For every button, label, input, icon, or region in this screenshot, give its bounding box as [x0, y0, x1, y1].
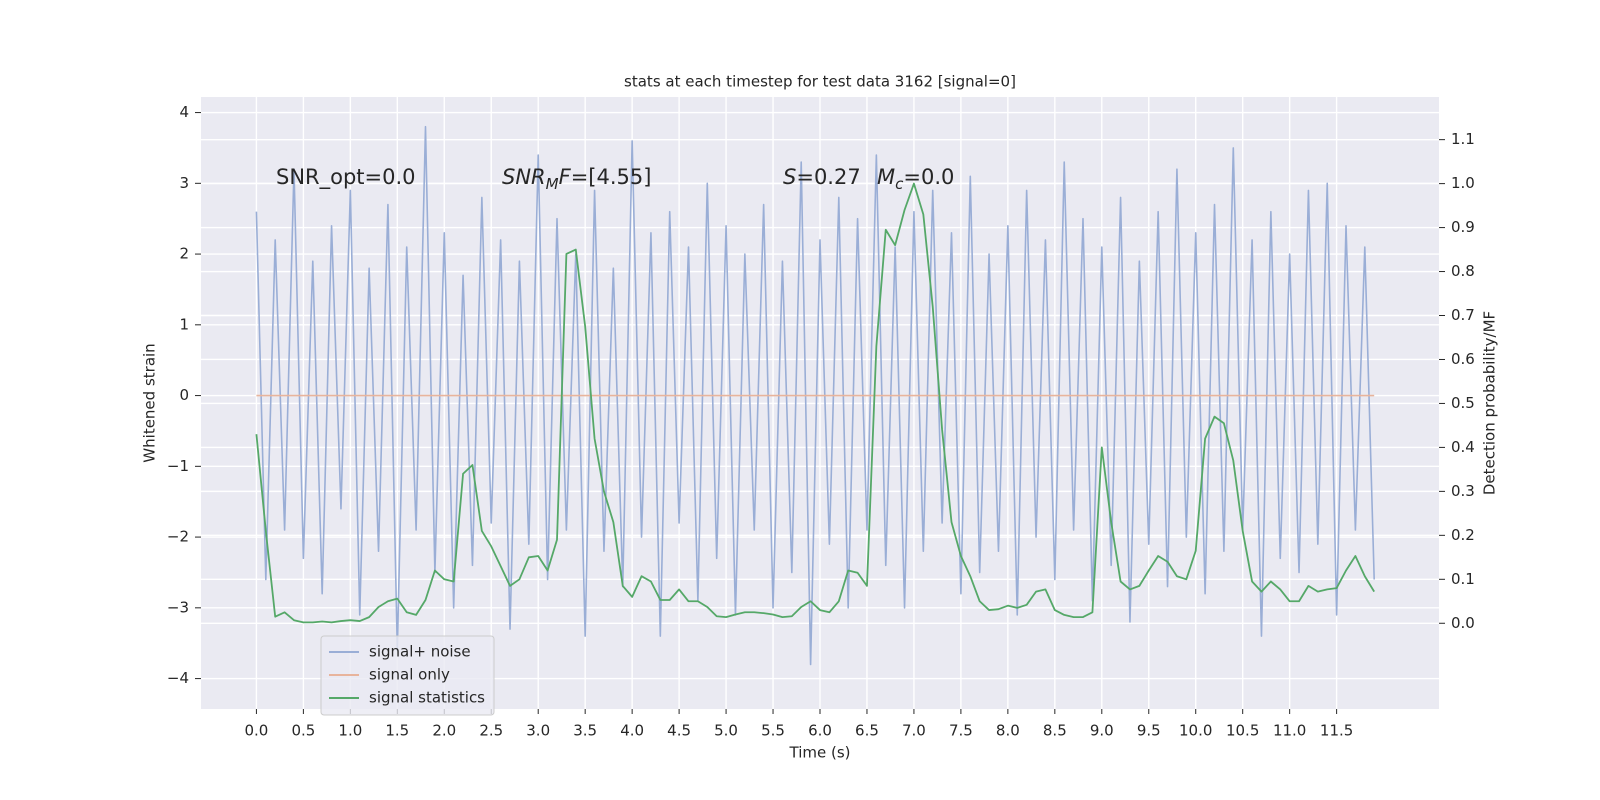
x-tick-label: 1.5: [385, 722, 409, 740]
x-tick-label: 11.0: [1273, 722, 1306, 740]
x-tick-label: 9.5: [1137, 722, 1161, 740]
x-axis-label: Time (s): [789, 744, 851, 762]
x-tick-label: 0.0: [244, 722, 268, 740]
annotation: SNRMF=[4.55]: [502, 165, 651, 193]
x-tick-label: 7.0: [902, 722, 926, 740]
legend-box: [320, 635, 495, 716]
y2-tick-label: 0.9: [1451, 218, 1475, 236]
data-line: [255, 182, 1375, 624]
annotation-part: c: [895, 175, 904, 193]
y-tick-label: −4: [167, 669, 189, 687]
annotation-part: M: [546, 175, 559, 193]
x-tick-label: 4.0: [620, 722, 644, 740]
y2-tick-label: 0.0: [1451, 614, 1475, 632]
x-tick-label: 2.0: [432, 722, 456, 740]
x-tick-label: 7.5: [949, 722, 973, 740]
x-tick-label: 8.0: [996, 722, 1020, 740]
y2-tick-label: 0.1: [1451, 570, 1475, 588]
y-axis-label: Whitened strain: [141, 343, 159, 462]
y-tick-label: 3: [179, 174, 189, 192]
x-tick-label: 3.5: [573, 722, 597, 740]
annotation-part: =0.27: [796, 165, 860, 189]
y2-tick-label: 0.3: [1451, 482, 1475, 500]
data-line: [255, 125, 1375, 666]
y2-axis-label: Detection probability/MF: [1481, 311, 1499, 495]
annotation-part: M: [877, 165, 895, 189]
x-tick-label: 5.5: [761, 722, 785, 740]
x-tick-label: 8.5: [1043, 722, 1067, 740]
y-tick-label: 2: [179, 245, 189, 263]
annotation: SNR_opt=0.0: [276, 165, 416, 190]
x-tick-label: 11.5: [1320, 722, 1353, 740]
y2-tick-label: 0.8: [1451, 262, 1475, 280]
y2-tick-label: 0.2: [1451, 526, 1475, 544]
y2-tick-label: 0.4: [1451, 438, 1475, 456]
y-tick-label: 1: [179, 315, 189, 333]
y2-tick-label: 0.7: [1451, 306, 1475, 324]
x-tick-label: 4.5: [667, 722, 691, 740]
annotation: Mc=0.0: [877, 165, 954, 193]
x-tick-label: 10.5: [1226, 722, 1259, 740]
x-tick-label: 10.0: [1179, 722, 1212, 740]
y-tick-label: −1: [167, 457, 189, 475]
x-tick-label: 5.0: [714, 722, 738, 740]
x-tick-label: 3.0: [526, 722, 550, 740]
y-tick-label: 4: [179, 103, 189, 121]
annotation-part: SNR: [502, 165, 546, 189]
y-tick-label: −3: [167, 598, 189, 616]
annotation-part: SNR_opt=0.0: [276, 165, 416, 190]
x-tick-label: 6.5: [855, 722, 879, 740]
legend-label: signal statistics: [369, 689, 485, 707]
legend-label: signal+ noise: [369, 643, 471, 661]
y-tick-label: 0: [179, 386, 189, 404]
chart-title: stats at each timestep for test data 316…: [624, 73, 1016, 91]
y-tick-label: −2: [167, 528, 189, 546]
x-tick-label: 0.5: [291, 722, 315, 740]
annotation-part: S: [783, 165, 796, 189]
y2-tick-label: 0.6: [1451, 350, 1475, 368]
legend-label: signal only: [369, 666, 450, 684]
annotation-part: F: [559, 165, 572, 189]
annotation: S=0.27: [783, 165, 861, 189]
y2-tick-label: 1.0: [1451, 174, 1475, 192]
annotation-part: =0.0: [903, 165, 954, 189]
x-tick-label: 6.0: [808, 722, 832, 740]
annotation-part: =[4.55]: [571, 165, 652, 189]
x-tick-label: 9.0: [1090, 722, 1114, 740]
y2-tick-label: 0.5: [1451, 394, 1475, 412]
x-tick-label: 1.0: [338, 722, 362, 740]
x-tick-label: 2.5: [479, 722, 503, 740]
y2-tick-label: 1.1: [1451, 130, 1475, 148]
